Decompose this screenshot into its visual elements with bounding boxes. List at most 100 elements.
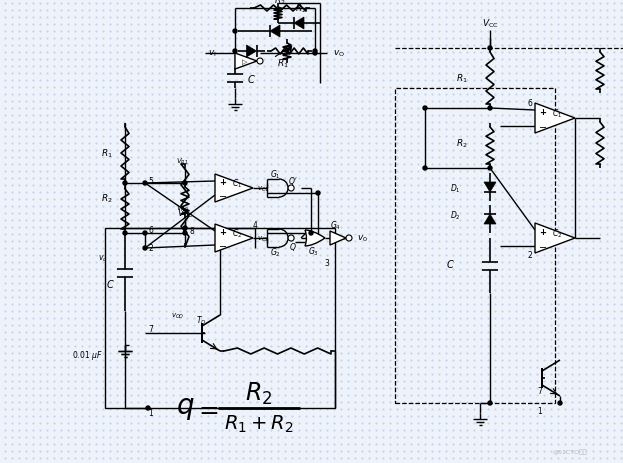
Circle shape [558, 401, 562, 405]
Text: $v_{OD}$: $v_{OD}$ [171, 311, 185, 320]
Text: 1: 1 [148, 409, 153, 418]
Circle shape [316, 192, 320, 195]
Text: 6: 6 [148, 226, 153, 235]
Text: $G_4$: $G_4$ [330, 219, 341, 232]
Polygon shape [270, 26, 280, 38]
Text: 2: 2 [528, 250, 533, 259]
Circle shape [143, 246, 147, 250]
Text: $-$: $-$ [538, 120, 548, 130]
Text: $C$: $C$ [106, 277, 115, 289]
Text: $C$: $C$ [446, 257, 455, 269]
Text: 3: 3 [325, 259, 330, 268]
Text: $C_2$: $C_2$ [552, 227, 562, 240]
Text: $C_1$: $C_1$ [552, 107, 562, 120]
Circle shape [257, 59, 263, 65]
Polygon shape [294, 18, 304, 30]
Polygon shape [235, 54, 257, 70]
Text: $R_2$: $R_2$ [101, 192, 113, 205]
Circle shape [488, 107, 492, 111]
Text: 6: 6 [528, 98, 533, 107]
Polygon shape [247, 46, 257, 58]
Text: $R_1$: $R_1$ [456, 73, 468, 85]
Text: $v_{C2}$: $v_{C2}$ [257, 234, 269, 243]
PathPatch shape [305, 231, 325, 246]
Text: $Q'$: $Q'$ [288, 175, 298, 187]
Text: $v_c$: $v_c$ [98, 253, 108, 264]
Text: $R_2$: $R_2$ [456, 138, 468, 150]
Circle shape [123, 232, 127, 236]
Circle shape [346, 236, 352, 242]
Text: $R_2$: $R_2$ [245, 380, 273, 406]
Text: $C_1$: $C_1$ [232, 177, 242, 190]
Text: +: + [219, 228, 227, 237]
Text: $0.01\ \mu F$: $0.01\ \mu F$ [72, 349, 103, 362]
Circle shape [143, 181, 147, 186]
Text: +: + [540, 108, 546, 117]
Circle shape [488, 47, 492, 51]
Text: $D_2$: $D_2$ [450, 209, 460, 222]
Circle shape [123, 181, 127, 186]
Text: 2: 2 [148, 244, 153, 253]
Text: 7: 7 [148, 324, 153, 333]
Polygon shape [215, 175, 253, 203]
Text: $R_2$: $R_2$ [274, 0, 286, 7]
Polygon shape [484, 182, 496, 193]
Circle shape [233, 50, 237, 54]
Polygon shape [330, 232, 346, 245]
Text: $C_2$: $C_2$ [232, 227, 242, 240]
Circle shape [288, 186, 294, 192]
Text: $G_3$: $G_3$ [308, 245, 318, 258]
Circle shape [183, 226, 187, 231]
Circle shape [233, 30, 237, 34]
Text: 4: 4 [252, 221, 257, 230]
Circle shape [488, 401, 492, 405]
Text: $C$: $C$ [247, 73, 256, 85]
Text: $T_D$: $T_D$ [196, 314, 206, 326]
Text: ▷: ▷ [242, 59, 247, 65]
Circle shape [146, 406, 150, 410]
Circle shape [143, 232, 147, 236]
Text: $-$: $-$ [219, 190, 227, 200]
Text: $R_1$: $R_1$ [277, 57, 289, 70]
Circle shape [313, 50, 317, 54]
Text: $R_1$: $R_1$ [101, 147, 113, 160]
Text: +: + [540, 227, 546, 237]
Polygon shape [535, 104, 575, 134]
Text: $=$: $=$ [194, 396, 219, 420]
Polygon shape [215, 225, 253, 252]
Circle shape [183, 181, 187, 186]
Text: $q$: $q$ [176, 394, 194, 422]
Text: $R_1+R_2$: $R_1+R_2$ [224, 413, 294, 434]
Bar [395, 89, 555, 403]
Circle shape [183, 232, 187, 236]
Text: $V_{R2}$: $V_{R2}$ [176, 203, 188, 213]
Text: 8: 8 [189, 227, 194, 236]
Text: $G_2$: $G_2$ [270, 246, 280, 259]
Text: $G_1$: $G_1$ [270, 169, 280, 181]
Text: $V_{R1}$: $V_{R1}$ [176, 156, 188, 167]
Circle shape [313, 52, 317, 56]
Circle shape [288, 236, 294, 242]
Text: $v_{\mathrm{O}}$: $v_{\mathrm{O}}$ [333, 49, 345, 59]
Circle shape [488, 167, 492, 171]
Text: $V_{\mathrm{CC}}$: $V_{\mathrm{CC}}$ [482, 18, 498, 30]
Text: $V_{\mathrm{CC}}$: $V_{\mathrm{CC}}$ [177, 207, 193, 220]
Text: $v_0$: $v_0$ [357, 233, 368, 244]
Text: $v_{\mathrm{I}}$: $v_{\mathrm{I}}$ [209, 49, 217, 59]
Text: 5: 5 [148, 176, 153, 185]
Text: $R_2$: $R_2$ [295, 3, 307, 15]
Circle shape [423, 167, 427, 171]
Bar [105, 229, 335, 408]
Text: $Q$: $Q$ [289, 240, 297, 252]
Circle shape [423, 107, 427, 111]
Text: 1: 1 [538, 407, 543, 416]
Text: $-$: $-$ [219, 240, 227, 250]
Text: @51CTO博客: @51CTO博客 [553, 448, 587, 454]
Text: 7: 7 [538, 387, 543, 396]
Circle shape [309, 232, 313, 236]
Polygon shape [484, 214, 496, 225]
Polygon shape [535, 224, 575, 253]
Text: $D_1$: $D_1$ [450, 182, 460, 195]
Text: $v_{C1}$: $v_{C1}$ [257, 184, 269, 193]
Text: $-$: $-$ [538, 240, 548, 250]
